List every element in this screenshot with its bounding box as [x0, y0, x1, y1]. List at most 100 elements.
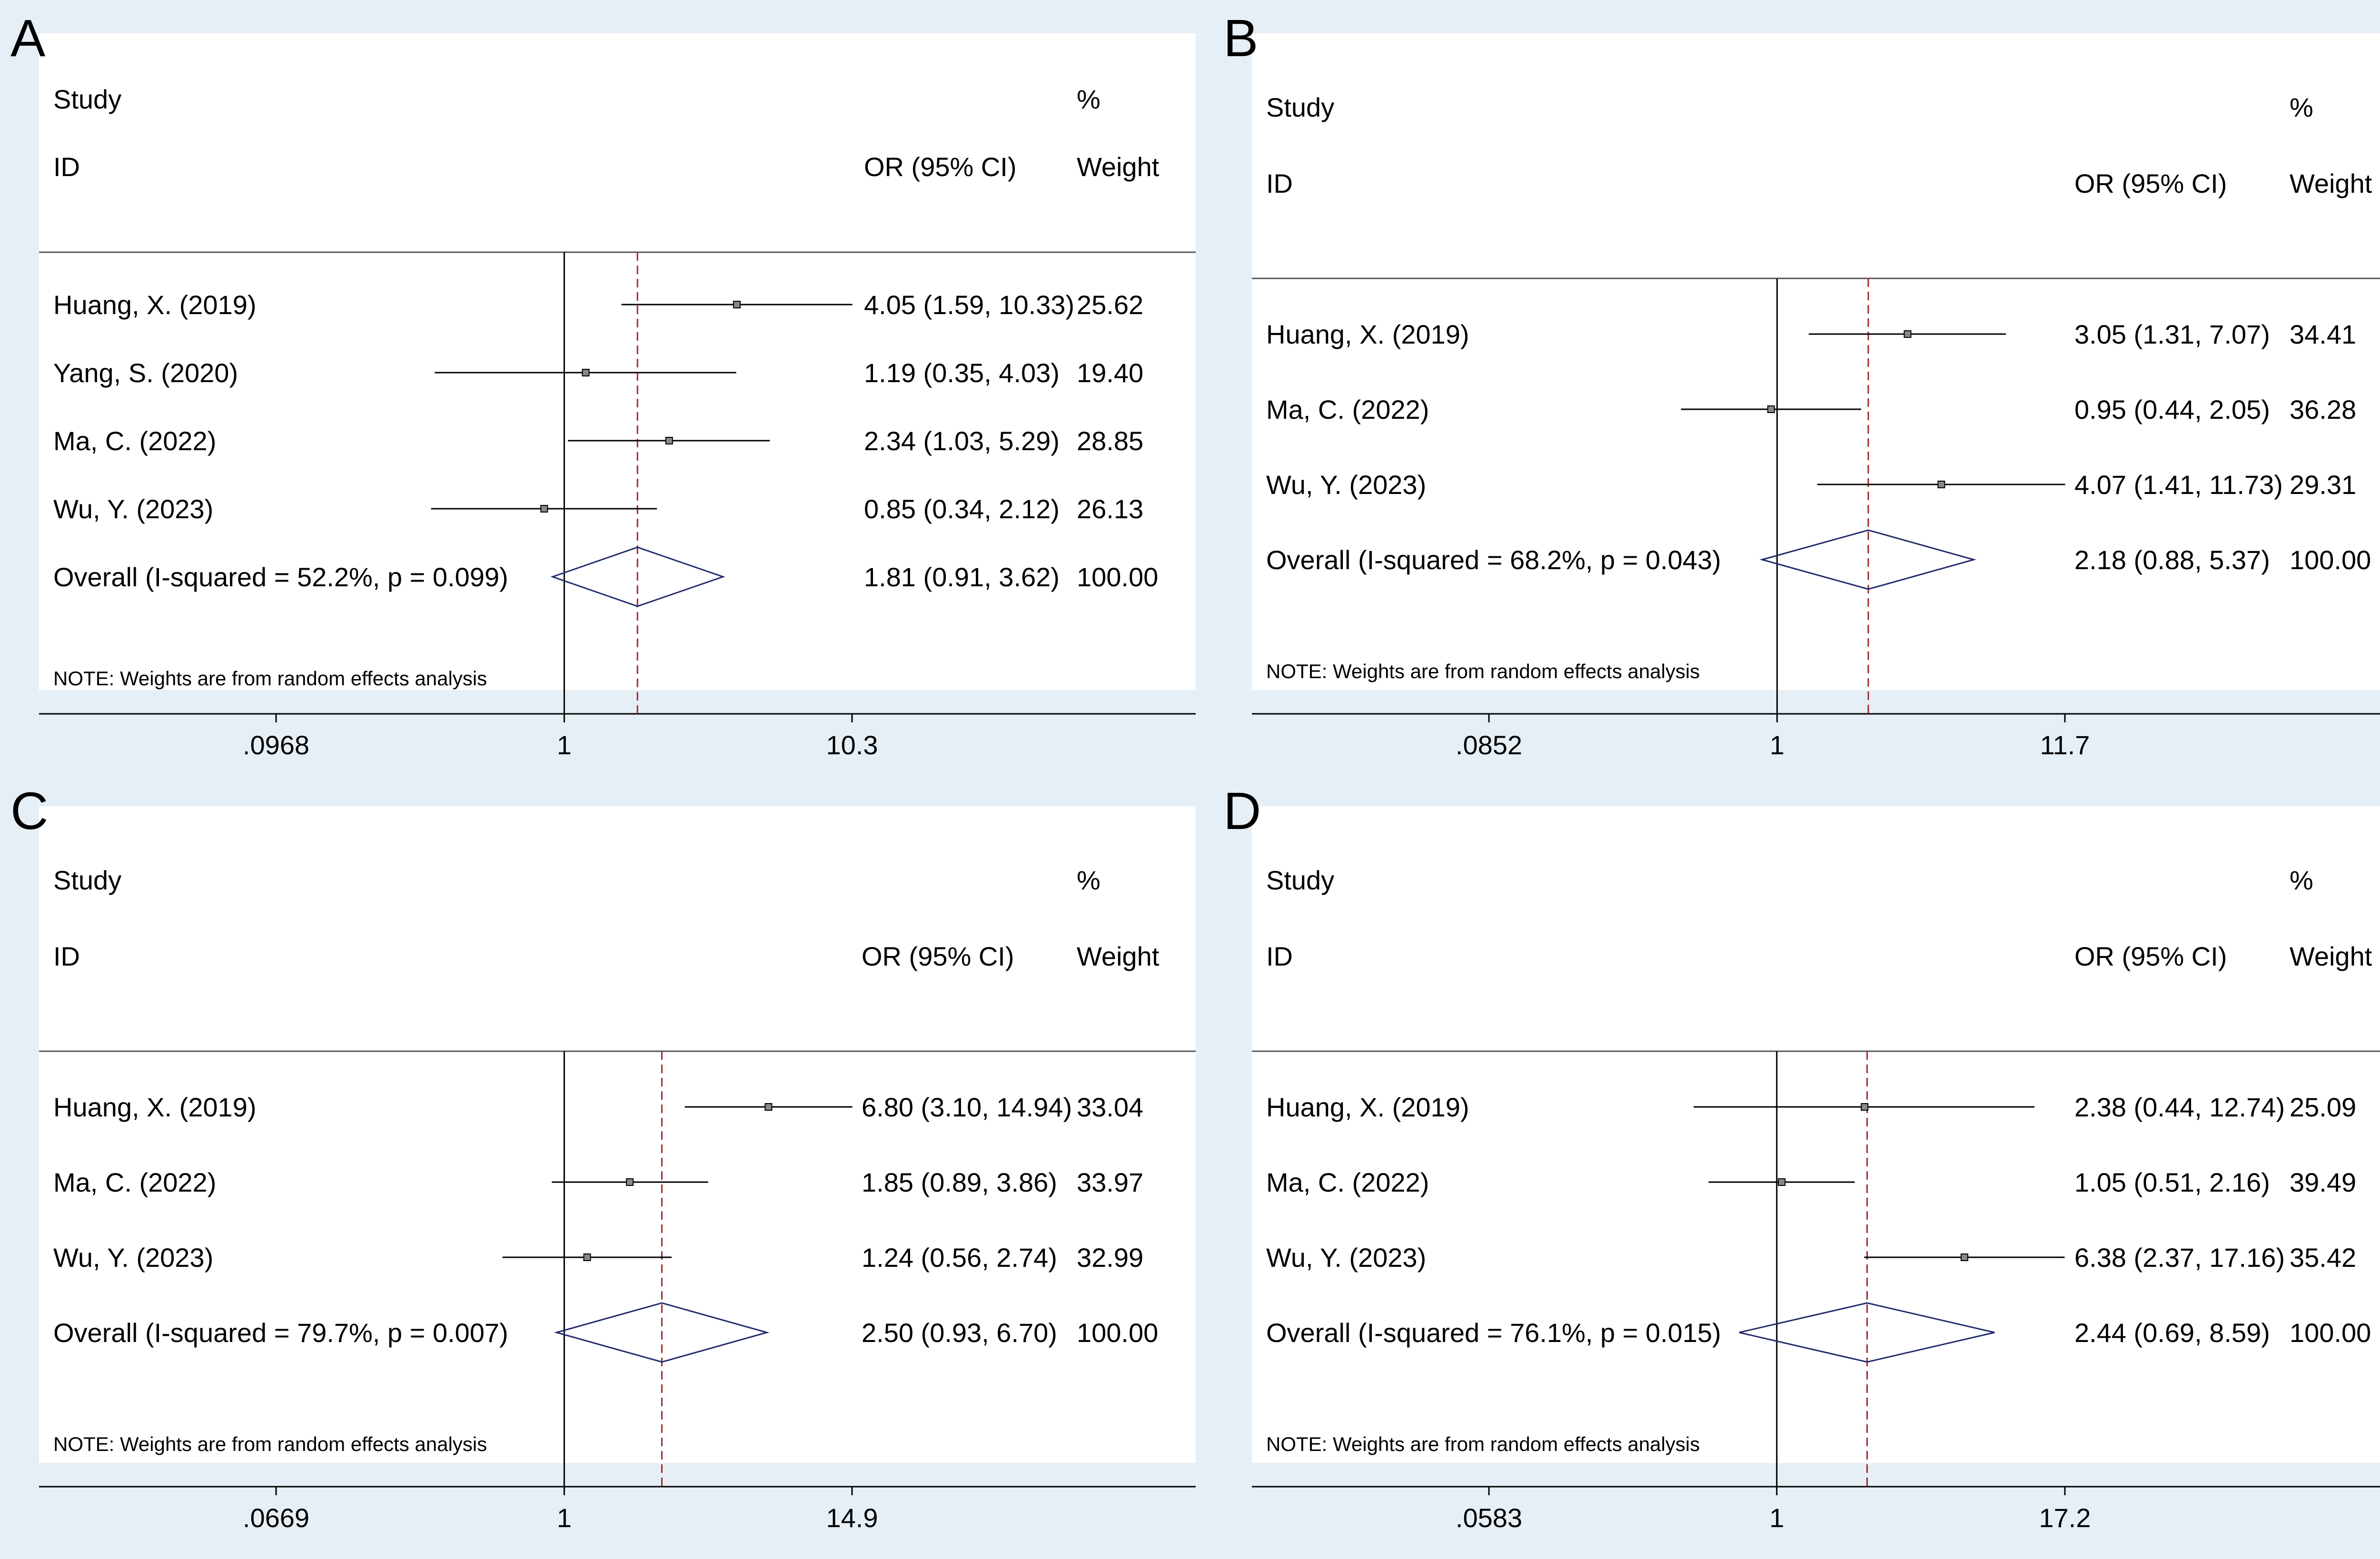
- study-weight-text: 29.31: [2290, 470, 2356, 500]
- study-point-estimate: [1904, 330, 1912, 338]
- header-or-ci: OR (95% CI): [862, 941, 1014, 971]
- header-percent: %: [2290, 92, 2313, 122]
- overall-or-ci-text: 2.44 (0.69, 8.59): [2074, 1318, 2270, 1348]
- study-label: Ma, C. (2022): [1266, 1167, 1429, 1197]
- study-weight-text: 25.62: [1077, 290, 1143, 320]
- header-weight: Weight: [2290, 941, 2372, 971]
- overall-weight-text: 100.00: [2290, 1318, 2371, 1348]
- x-tick-label: .0968: [243, 730, 309, 760]
- overall-label: Overall (I-squared = 76.1%, p = 0.015): [1266, 1318, 1721, 1348]
- x-tick-label: 11.7: [2040, 730, 2090, 760]
- study-or-ci-text: 1.85 (0.89, 3.86): [862, 1167, 1057, 1197]
- panel-label: A: [10, 9, 46, 68]
- study-or-ci-text: 0.85 (0.34, 2.12): [864, 494, 1060, 524]
- x-tick-label: 10.3: [826, 730, 878, 760]
- x-tick-label: 1: [557, 730, 572, 760]
- header-or-ci: OR (95% CI): [2074, 941, 2227, 971]
- x-tick-label: 1: [557, 1503, 572, 1533]
- panel-label: C: [10, 782, 48, 840]
- weights-note: NOTE: Weights are from random effects an…: [53, 667, 487, 690]
- study-point-estimate: [733, 301, 741, 308]
- study-label: Ma, C. (2022): [53, 426, 216, 456]
- study-weight-text: 26.13: [1077, 494, 1143, 524]
- study-or-ci-text: 1.05 (0.51, 2.16): [2074, 1167, 2270, 1197]
- header-or-ci: OR (95% CI): [2074, 168, 2227, 198]
- overall-diamond: [550, 546, 725, 607]
- overall-diamond: [554, 1302, 770, 1363]
- overall-weight-text: 100.00: [1077, 1318, 1158, 1348]
- study-label: Huang, X. (2019): [53, 290, 256, 320]
- header-percent: %: [1077, 865, 1101, 895]
- study-label: Huang, X. (2019): [53, 1092, 256, 1122]
- study-label: Wu, Y. (2023): [53, 494, 213, 524]
- panel-background: [39, 806, 1196, 1463]
- study-weight-text: 34.41: [2290, 319, 2356, 349]
- study-label: Wu, Y. (2023): [1266, 470, 1426, 500]
- study-or-ci-text: 1.19 (0.35, 4.03): [864, 358, 1060, 388]
- study-label: Wu, Y. (2023): [1266, 1243, 1426, 1273]
- overall-label: Overall (I-squared = 79.7%, p = 0.007): [53, 1318, 508, 1348]
- header-id: ID: [53, 152, 80, 182]
- header-id: ID: [53, 941, 80, 971]
- overall-weight-text: 100.00: [2290, 545, 2371, 575]
- study-point-estimate: [540, 505, 548, 513]
- overall-or-ci-text: 2.50 (0.93, 6.70): [862, 1318, 1057, 1348]
- study-label: Yang, S. (2020): [53, 358, 238, 388]
- header-weight: Weight: [1077, 152, 1160, 182]
- study-label: Huang, X. (2019): [1266, 319, 1469, 349]
- overall-label: Overall (I-squared = 68.2%, p = 0.043): [1266, 545, 1721, 575]
- study-label: Ma, C. (2022): [53, 1167, 216, 1197]
- header-percent: %: [2290, 865, 2313, 895]
- study-point-estimate: [1937, 481, 1945, 488]
- study-point-estimate: [582, 369, 590, 376]
- x-tick-label: 14.9: [826, 1503, 878, 1533]
- x-tick-label: .0852: [1456, 730, 1522, 760]
- header-id: ID: [1266, 941, 1293, 971]
- panel-label: D: [1223, 782, 1261, 840]
- study-or-ci-text: 1.24 (0.56, 2.74): [862, 1243, 1057, 1273]
- study-label: Wu, Y. (2023): [53, 1243, 213, 1273]
- overall-weight-text: 100.00: [1077, 562, 1158, 592]
- header-weight: Weight: [2290, 168, 2372, 198]
- overall-or-ci-text: 1.81 (0.91, 3.62): [864, 562, 1060, 592]
- study-weight-text: 33.04: [1077, 1092, 1143, 1122]
- study-weight-text: 28.85: [1077, 426, 1143, 456]
- forest-panel-b: B Study % ID OR (95% CI) Weight .0852 1 11.7 Huan…: [1223, 9, 2380, 760]
- study-or-ci-text: 3.05 (1.31, 7.07): [2074, 319, 2270, 349]
- overall-label: Overall (I-squared = 52.2%, p = 0.099): [53, 562, 508, 592]
- study-point-estimate: [665, 437, 673, 444]
- study-point-estimate: [764, 1103, 773, 1111]
- study-point-estimate: [626, 1178, 634, 1186]
- x-tick-label: 1: [1770, 730, 1785, 760]
- study-weight-text: 19.40: [1077, 358, 1143, 388]
- weights-note: NOTE: Weights are from random effects an…: [53, 1433, 487, 1455]
- panel-background: [1252, 806, 2380, 1463]
- weights-note: NOTE: Weights are from random effects an…: [1266, 1433, 1700, 1455]
- study-label: Ma, C. (2022): [1266, 395, 1429, 424]
- study-or-ci-text: 2.38 (0.44, 12.74): [2074, 1092, 2285, 1122]
- study-or-ci-text: 4.07 (1.41, 11.73): [2074, 470, 2283, 500]
- study-weight-text: 25.09: [2290, 1092, 2356, 1122]
- study-or-ci-text: 6.38 (2.37, 17.16): [2074, 1243, 2285, 1273]
- study-point-estimate: [1861, 1103, 1869, 1111]
- header-study: Study: [53, 84, 121, 114]
- study-point-estimate: [1767, 405, 1775, 413]
- panel-background: [39, 33, 1196, 690]
- study-weight-text: 33.97: [1077, 1167, 1143, 1197]
- study-weight-text: 39.49: [2290, 1167, 2356, 1197]
- study-point-estimate: [583, 1253, 591, 1261]
- header-weight: Weight: [1077, 941, 1160, 971]
- overall-diamond: [1759, 529, 1977, 590]
- header-study: Study: [1266, 92, 1334, 122]
- panel-background: [1252, 33, 2380, 690]
- header-percent: %: [1077, 84, 1101, 114]
- header-study: Study: [1266, 865, 1334, 895]
- x-tick-label: 1: [1769, 1503, 1784, 1533]
- study-weight-text: 36.28: [2290, 395, 2356, 424]
- study-or-ci-text: 6.80 (3.10, 14.94): [862, 1092, 1072, 1122]
- study-or-ci-text: 4.05 (1.59, 10.33): [864, 290, 1074, 320]
